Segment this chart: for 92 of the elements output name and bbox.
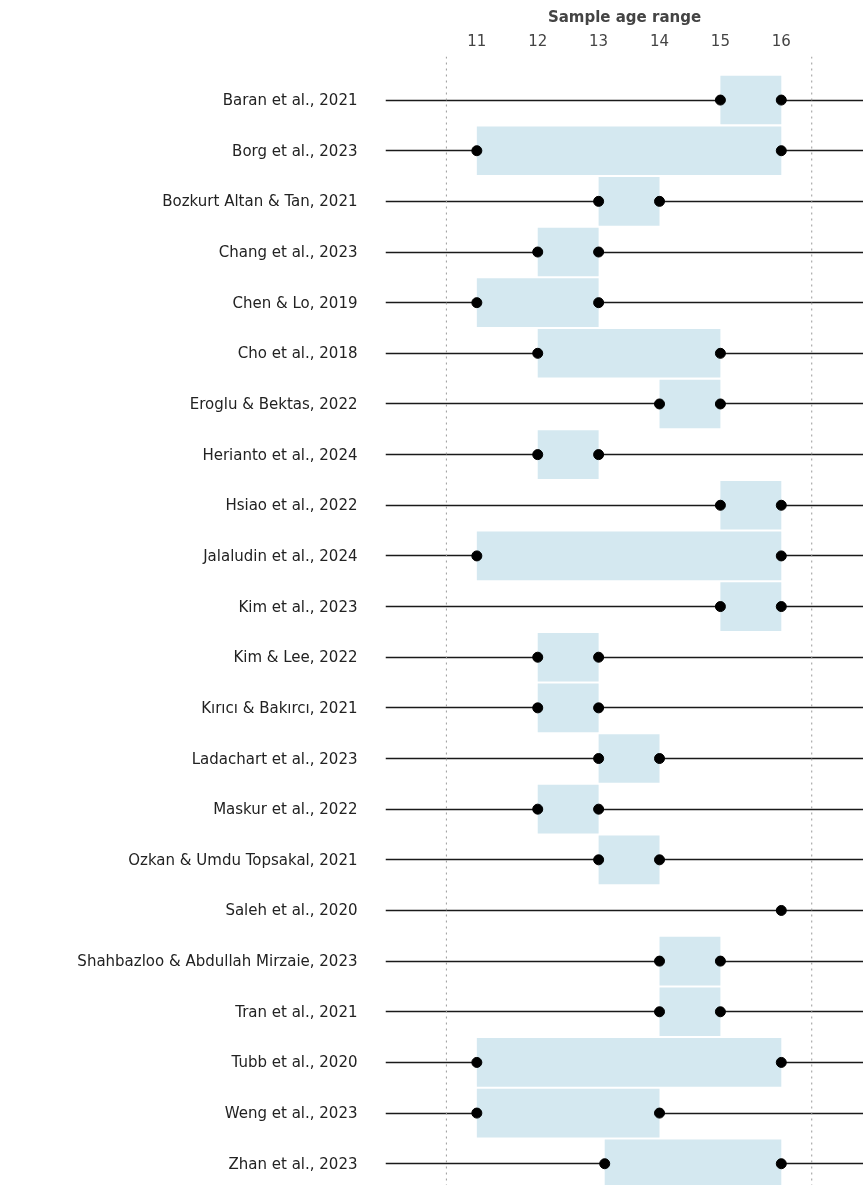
bar <box>598 734 660 783</box>
point <box>775 94 787 106</box>
y-tick-label: Borg et al., 2023 <box>232 141 358 160</box>
x-tick-label: 11 <box>467 31 487 50</box>
point <box>654 753 666 765</box>
point <box>775 601 787 613</box>
point <box>775 145 787 157</box>
y-tick-label: Chang et al., 2023 <box>218 243 358 262</box>
point <box>593 449 605 461</box>
y-tick-label: Eroglu & Bektas, 2022 <box>189 394 358 413</box>
point <box>775 904 787 916</box>
bar <box>537 683 599 733</box>
bar <box>476 531 782 581</box>
point <box>532 651 544 663</box>
point <box>714 94 726 106</box>
point <box>714 347 726 359</box>
point <box>471 550 483 562</box>
bar <box>537 329 721 378</box>
bar <box>720 480 782 530</box>
point <box>532 449 544 461</box>
y-tick-label: Herianto et al., 2024 <box>202 445 358 464</box>
point <box>599 1158 611 1170</box>
point <box>714 601 726 613</box>
y-tick-label: Ladachart et al., 2023 <box>191 749 358 768</box>
bar <box>476 278 599 327</box>
y-tick-label: Tran et al., 2021 <box>234 1002 358 1021</box>
bar <box>659 987 721 1037</box>
y-tick-label: Kim et al., 2023 <box>238 597 358 616</box>
bar <box>720 75 782 125</box>
y-tick-label: Zhan et al., 2023 <box>228 1154 358 1173</box>
point <box>654 398 666 410</box>
point <box>654 195 666 207</box>
bar <box>476 126 782 176</box>
chart-title: Sample age range <box>547 7 702 26</box>
y-tick-label: Hsiao et al., 2022 <box>225 496 358 515</box>
point <box>714 1006 726 1018</box>
point <box>714 499 726 511</box>
point <box>471 1056 483 1068</box>
x-tick-label: 16 <box>771 31 791 50</box>
bar <box>476 1088 660 1138</box>
bar <box>537 784 599 834</box>
x-tick-label: 15 <box>710 31 730 50</box>
point <box>471 145 483 157</box>
point <box>593 753 605 765</box>
bar <box>537 227 599 277</box>
x-tick-label: 12 <box>528 31 548 50</box>
bar <box>537 430 599 479</box>
bar <box>720 582 782 631</box>
point <box>532 803 544 815</box>
y-tick-label: Tubb et al., 2020 <box>230 1053 358 1072</box>
y-tick-label: Maskur et al., 2022 <box>213 800 358 819</box>
point <box>593 854 605 866</box>
y-tick-label: Jalaludin et al., 2024 <box>202 546 358 565</box>
y-tick-label: Shahbazloo & Abdullah Mirzaie, 2023 <box>77 952 358 971</box>
point <box>471 297 483 309</box>
point <box>775 1158 787 1170</box>
point <box>593 651 605 663</box>
bar <box>537 632 599 682</box>
y-tick-label: Chen & Lo, 2019 <box>232 293 358 312</box>
point <box>654 955 666 967</box>
point <box>593 702 605 714</box>
point <box>654 1107 666 1119</box>
point <box>593 803 605 815</box>
point <box>532 347 544 359</box>
point <box>775 550 787 562</box>
y-tick-label: Weng et al., 2023 <box>224 1104 358 1123</box>
y-tick-label: Baran et al., 2021 <box>222 91 358 110</box>
y-tick-label: Kim & Lee, 2022 <box>233 648 358 667</box>
point <box>593 297 605 309</box>
y-tick-label: Saleh et al., 2020 <box>225 901 358 920</box>
point <box>471 1107 483 1119</box>
y-tick-label: Ozkan & Umdu Topsakal, 2021 <box>128 850 358 869</box>
x-tick-label: 13 <box>589 31 609 50</box>
point <box>593 246 605 258</box>
point <box>593 195 605 207</box>
bar <box>659 379 721 429</box>
y-tick-label: Kırıcı & Bakırcı, 2021 <box>201 698 358 717</box>
y-tick-label: Bozkurt Altan & Tan, 2021 <box>162 192 358 211</box>
point <box>654 854 666 866</box>
bar <box>659 936 721 986</box>
point <box>714 955 726 967</box>
point <box>775 1056 787 1068</box>
point <box>775 499 787 511</box>
point <box>714 398 726 410</box>
point <box>654 1006 666 1018</box>
bar <box>598 177 660 226</box>
point <box>532 246 544 258</box>
y-tick-label: Cho et al., 2018 <box>237 344 358 363</box>
bar <box>476 1038 782 1087</box>
x-tick-label: 14 <box>649 31 670 50</box>
bar <box>598 835 660 885</box>
point <box>532 702 544 714</box>
